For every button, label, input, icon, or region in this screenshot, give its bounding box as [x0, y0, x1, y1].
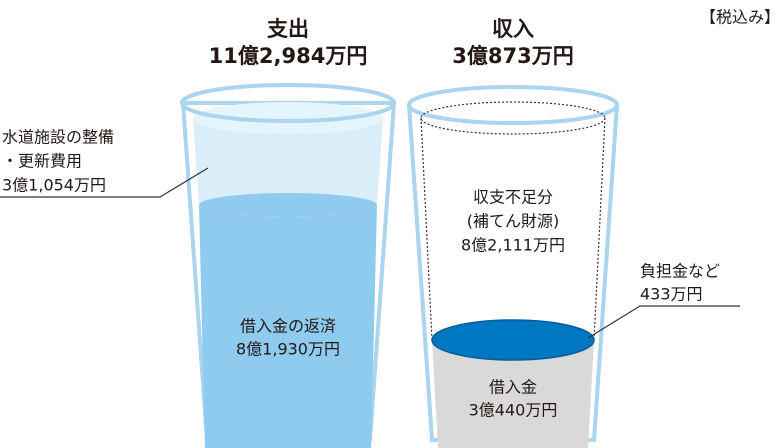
- expense-title: 支出: [267, 17, 309, 41]
- label: 借入金の返済: [240, 317, 336, 336]
- amount: 8億2,111万円: [461, 236, 565, 255]
- label: 借入金: [489, 378, 537, 397]
- amount: 8億1,930万円: [236, 340, 340, 359]
- water-dark-top: [199, 193, 377, 217]
- label: 水道施設の整備: [2, 128, 114, 147]
- water-dark: [199, 205, 377, 448]
- expense-glass: [180, 83, 397, 448]
- loan-part: [432, 340, 594, 448]
- leader-line: [0, 167, 209, 198]
- dotted-side: [420, 117, 433, 341]
- glass-rim: [407, 85, 619, 125]
- contribution-disc: [431, 319, 595, 361]
- income-total: 3億873万円: [452, 44, 573, 68]
- label: 負担金など: [640, 262, 720, 281]
- water-light: [193, 118, 383, 205]
- label: ・更新費用: [2, 152, 82, 171]
- label: (補てん財源): [467, 212, 560, 231]
- expense-total: 11億2,984万円: [209, 44, 368, 68]
- amount: 3億440万円: [469, 401, 558, 420]
- leader-line: [587, 305, 740, 339]
- amount: 3億1,054万円: [2, 176, 106, 195]
- income-title: 収入: [492, 17, 534, 41]
- note: 【税込み】: [700, 8, 780, 27]
- amount: 433万円: [640, 285, 703, 304]
- income-glass: [407, 85, 619, 448]
- dotted-side: [593, 117, 606, 341]
- label: 収支不足分: [473, 188, 553, 207]
- glass-rim: [180, 83, 396, 123]
- water-light-top: [193, 102, 383, 134]
